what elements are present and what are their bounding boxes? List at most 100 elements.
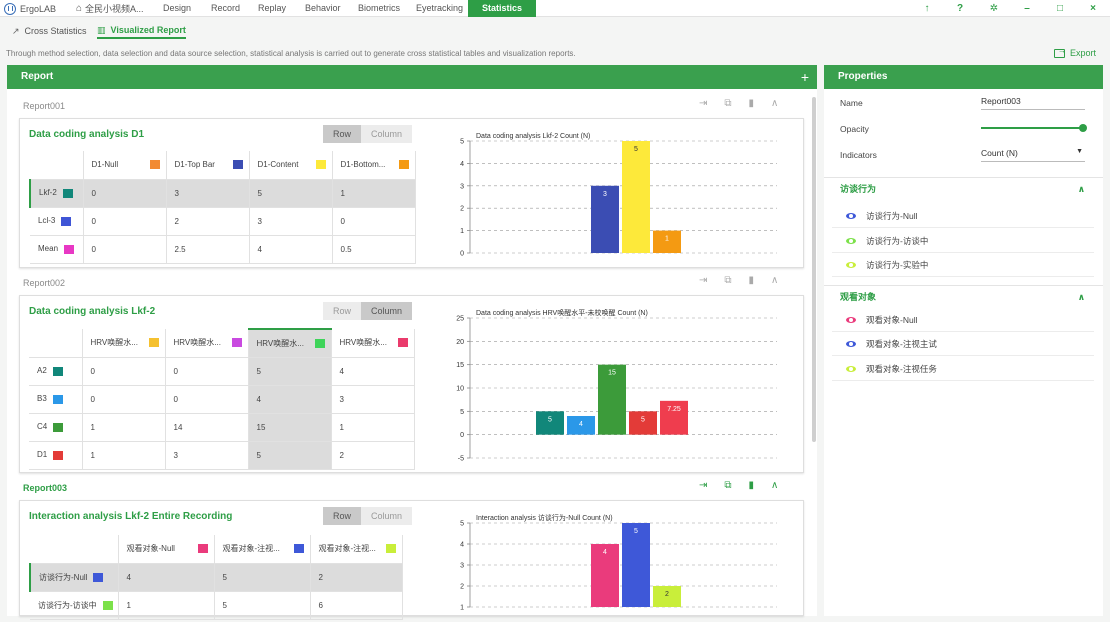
data-label: 4: [603, 549, 607, 556]
nav-behavior[interactable]: Behavior: [305, 3, 341, 13]
row-toggle[interactable]: Row: [323, 507, 361, 525]
cross-table: D1-Null D1-Top Bar D1-Content D1-Bottom.…: [29, 151, 416, 264]
bar: [536, 411, 564, 435]
tab-visualized-report[interactable]: ▥ Visualized Report: [97, 23, 186, 39]
bar: [598, 364, 626, 435]
eye-icon[interactable]: [846, 316, 856, 323]
copy-icon[interactable]: ⧉: [724, 98, 732, 109]
column-toggle[interactable]: Column: [361, 302, 412, 320]
table-cell: 4: [249, 235, 333, 264]
legend-item[interactable]: 观看对象-Null: [832, 308, 1094, 332]
copy-icon[interactable]: ⧉: [724, 480, 732, 491]
table-row[interactable]: 访谈行为-Null 4 5 2: [29, 563, 403, 592]
minimize-icon[interactable]: –: [1024, 3, 1030, 14]
bar: [653, 230, 681, 253]
nav-statistics[interactable]: Statistics: [468, 0, 537, 17]
table-row[interactable]: B3 0 0 4 3: [29, 385, 415, 414]
export-label: Export: [1070, 48, 1097, 58]
eye-icon[interactable]: [846, 340, 856, 347]
collapse-chevron-icon[interactable]: ∧: [1077, 292, 1085, 302]
copy-icon[interactable]: ⧉: [724, 275, 732, 286]
opacity-slider[interactable]: [981, 124, 1087, 132]
table-cell: 14: [165, 413, 249, 442]
table-row[interactable]: Lcl-3 0 2 3 0: [30, 207, 416, 236]
nav-replay[interactable]: Replay: [258, 3, 287, 13]
table-row[interactable]: Mean 0 2.5 4 0.5: [30, 235, 416, 264]
row-toggle[interactable]: Row: [323, 302, 361, 320]
tick-label: -5: [458, 456, 464, 463]
collapse-chevron-icon[interactable]: ∧: [771, 98, 779, 109]
report-name[interactable]: Report003: [23, 483, 68, 493]
legend-item[interactable]: 访谈行为-访谈中: [832, 229, 1094, 253]
data-label: 15: [608, 370, 616, 377]
table-cell: 0: [83, 179, 167, 208]
table-row[interactable]: A2 0 0 5 4: [29, 357, 415, 386]
legend-item[interactable]: 观看对象-注视主试: [832, 332, 1094, 356]
collapse-chevron-icon[interactable]: ∧: [771, 480, 779, 491]
eye-icon[interactable]: [846, 261, 856, 268]
close-icon[interactable]: ×: [1090, 3, 1096, 14]
report-scrollbar[interactable]: [812, 97, 816, 442]
project-name: 全民小视频A...: [85, 3, 144, 14]
maximize-icon[interactable]: □: [1056, 3, 1064, 14]
project-tab[interactable]: ⌂ 全民小视频A...: [76, 0, 144, 17]
table-row[interactable]: D1 1 3 5 2: [29, 441, 415, 470]
legend-group-header[interactable]: 观看对象 ∧: [824, 285, 1103, 307]
column-header: HRV唤醒水...: [165, 329, 249, 358]
report-name[interactable]: Report002: [23, 278, 66, 288]
delete-icon[interactable]: ▮: [748, 98, 755, 109]
legend-item[interactable]: 访谈行为-Null: [832, 204, 1094, 228]
delete-icon[interactable]: ▮: [748, 275, 755, 286]
color-swatch: [315, 160, 326, 170]
legend-label: 访谈行为-实验中: [866, 259, 929, 270]
column-toggle[interactable]: Column: [361, 507, 412, 525]
tab-cross-statistics[interactable]: ↗ Cross Statistics: [12, 23, 87, 39]
nav-biometrics[interactable]: Biometrics: [358, 3, 401, 13]
nav-record[interactable]: Record: [211, 3, 241, 13]
column-header-selected[interactable]: HRV唤醒水...: [248, 328, 332, 358]
tick-label: 0: [460, 251, 464, 258]
export-report-icon[interactable]: ⇥: [699, 275, 708, 286]
table-corner: [30, 535, 119, 564]
legend-item[interactable]: 观看对象-注视任务: [832, 357, 1094, 381]
add-report-icon[interactable]: +: [800, 69, 809, 85]
help-icon[interactable]: ?: [956, 3, 964, 14]
upload-icon[interactable]: ↑: [924, 3, 930, 14]
column-toggle[interactable]: Column: [361, 125, 412, 143]
indicators-select[interactable]: Count (N) ▼: [981, 148, 1085, 162]
export-report-icon[interactable]: ⇥: [699, 480, 708, 491]
row-toggle[interactable]: Row: [323, 125, 361, 143]
data-label: 5: [634, 146, 638, 153]
table-cell: 1: [82, 413, 166, 442]
collapse-chevron-icon[interactable]: ∧: [1077, 184, 1085, 194]
eye-icon[interactable]: [846, 365, 856, 372]
row-header: 访谈行为-访谈中: [30, 591, 119, 620]
row-header: 访谈行为-Null: [29, 563, 119, 592]
table-row[interactable]: 访谈行为-访谈中 1 5 6: [30, 591, 403, 620]
eye-icon[interactable]: [846, 212, 856, 219]
tick-label: 5: [460, 521, 464, 528]
table-row[interactable]: Lkf-2 0 3 5 1: [29, 179, 416, 208]
data-label: 3: [603, 191, 607, 198]
table-row[interactable]: C4 1 14 15 1: [29, 413, 415, 442]
table-cell: 0: [165, 385, 249, 414]
column-header: D1-Bottom...: [332, 151, 416, 180]
eye-icon[interactable]: [846, 237, 856, 244]
name-input[interactable]: Report003: [981, 96, 1085, 110]
export-report-icon[interactable]: ⇥: [699, 98, 708, 109]
tab-label: Cross Statistics: [24, 26, 87, 36]
nav-design[interactable]: Design: [163, 3, 192, 13]
legend-group-header[interactable]: 访谈行为 ∧: [824, 177, 1103, 199]
table-cell: 1: [118, 591, 215, 620]
settings-gear-icon[interactable]: ✲: [989, 3, 999, 14]
export-button[interactable]: Export: [1054, 46, 1097, 58]
row-header: D1: [29, 441, 83, 470]
report-name[interactable]: Report001: [23, 101, 66, 111]
delete-icon[interactable]: ▮: [748, 480, 755, 491]
app-logo[interactable]: ErgoLAB: [4, 2, 56, 15]
table-cell: 0: [83, 235, 167, 264]
collapse-chevron-icon[interactable]: ∧: [771, 275, 779, 286]
legend-item[interactable]: 访谈行为-实验中: [832, 253, 1094, 277]
color-swatch: [232, 160, 243, 170]
nav-eyetracking[interactable]: Eyetracking: [416, 3, 464, 13]
